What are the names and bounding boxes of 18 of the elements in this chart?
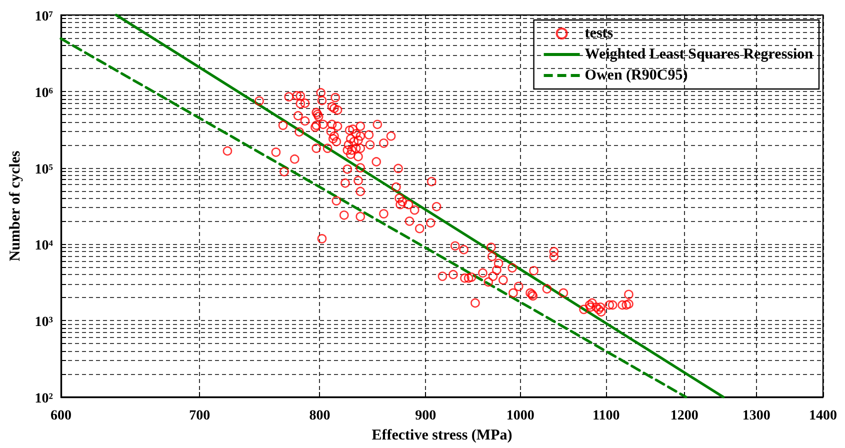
x-tick-label: 700 [189, 408, 210, 424]
x-axis-title: Effective stress (MPa) [372, 427, 512, 444]
x-tick-label: 1300 [742, 408, 770, 424]
y-tick-label: 10³ [34, 315, 53, 330]
x-tick-label: 600 [50, 408, 72, 424]
legend-label: Owen (R90C95) [584, 68, 688, 84]
y-tick-label: 10⁴ [34, 238, 54, 254]
y-tick-label: 10⁶ [34, 86, 53, 101]
x-tick-label: 1400 [809, 408, 837, 424]
x-tick-label: 1200 [670, 408, 698, 424]
y-axis-title: Number of cycles [8, 150, 24, 262]
x-tick-label: 900 [415, 408, 436, 424]
x-tick-label: 800 [309, 408, 330, 424]
y-tick-label: 10² [34, 392, 53, 406]
y-tick-label: 10⁵ [34, 162, 53, 178]
x-tick-label: 1000 [506, 408, 534, 424]
x-tick-label: 1100 [592, 408, 620, 424]
y-tick-label: 10⁷ [34, 10, 53, 24]
